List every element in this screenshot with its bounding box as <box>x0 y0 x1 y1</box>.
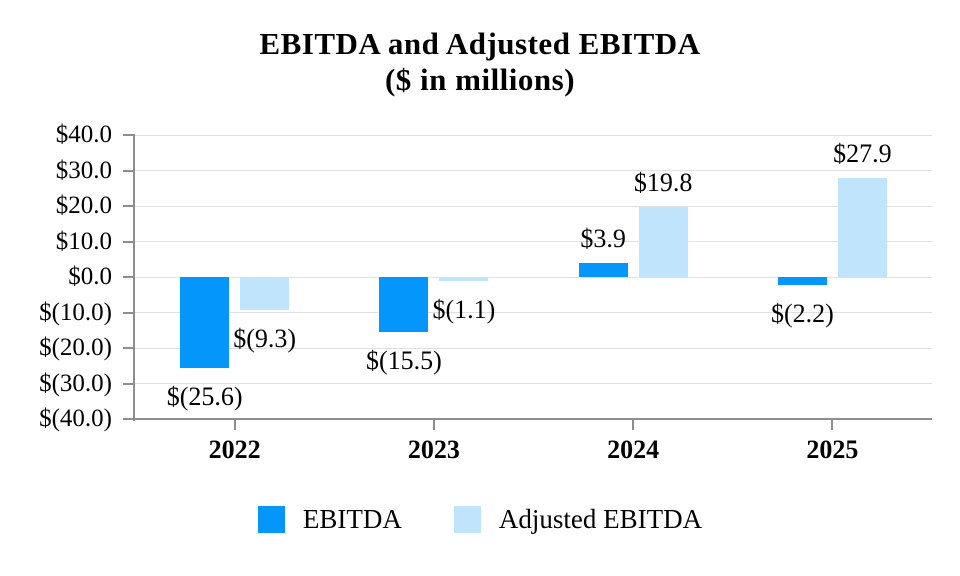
bar-value-label: $27.9 <box>833 138 892 168</box>
legend-item-adjusted-ebitda: Adjusted EBITDA <box>453 504 703 534</box>
y-tick-label: $(40.0) <box>39 405 112 432</box>
gridline <box>135 312 932 313</box>
bar-adjusted-ebitda-2024 <box>638 206 688 277</box>
bar-value-label: $19.8 <box>633 167 693 197</box>
y-tick-label: $20.0 <box>55 192 112 219</box>
y-tick-label: $10.0 <box>55 227 112 255</box>
bar-ebitda-2022 <box>180 277 230 368</box>
x-axis-tick <box>632 419 635 430</box>
legend-item-ebitda: EBITDA <box>257 504 402 534</box>
legend-label-adjusted-ebitda: Adjusted EBITDA <box>498 504 703 534</box>
legend-label-ebitda: EBITDA <box>302 504 402 534</box>
chart-title: EBITDA and Adjusted EBITDA <box>259 26 701 61</box>
bar-adjusted-ebitda-2022 <box>240 277 290 310</box>
gridline <box>135 276 932 278</box>
y-axis-tick <box>123 347 135 349</box>
bar-ebitda-2025 <box>777 277 827 285</box>
bar-value-label: $(2.2) <box>770 298 834 328</box>
legend: EBITDA Adjusted EBITDA <box>0 503 960 535</box>
x-axis-label-2024: 2024 <box>607 435 660 464</box>
x-axis-tick <box>233 419 236 430</box>
x-axis-label-2023: 2023 <box>407 435 460 464</box>
y-axis-tick <box>123 418 135 420</box>
bar-adjusted-ebitda-2025 <box>837 177 887 277</box>
y-axis-tick <box>123 240 135 243</box>
y-tick-label: $0.0 <box>68 263 112 290</box>
y-axis-tick <box>123 134 135 136</box>
bar-ebitda-2024 <box>578 263 628 277</box>
gridline <box>135 241 932 242</box>
bar-value-label: $3.9 <box>580 224 626 254</box>
bar-value-label: $(9.3) <box>233 324 297 353</box>
y-tick-label: $(30.0) <box>39 369 112 397</box>
y-axis-line <box>133 135 135 421</box>
x-axis-label-2025: 2025 <box>806 435 859 464</box>
bar-value-label: $(15.5) <box>365 346 442 376</box>
gridline <box>135 170 932 171</box>
gridline <box>135 134 932 136</box>
y-tick-label: $(10.0) <box>39 298 112 326</box>
legend-swatch-ebitda <box>257 505 285 533</box>
y-tick-label: $30.0 <box>55 156 112 184</box>
x-axis-line <box>133 418 932 420</box>
gridline <box>135 383 932 384</box>
bar-adjusted-ebitda-2023 <box>439 277 489 281</box>
y-axis-tick <box>123 382 135 385</box>
chart-subtitle: ($ in millions) <box>384 62 576 97</box>
y-tick-label: $40.0 <box>55 121 112 148</box>
bar-value-label: $(1.1) <box>432 294 496 324</box>
legend-swatch-adjusted-ebitda <box>453 505 481 533</box>
y-axis-tick <box>123 205 135 207</box>
y-axis-tick <box>123 169 135 172</box>
y-tick-label: $(20.0) <box>39 334 112 361</box>
y-axis-tick <box>123 311 135 314</box>
bar-value-label: $(25.6) <box>166 381 243 411</box>
x-axis-tick <box>432 419 435 430</box>
gridline <box>135 205 932 207</box>
y-axis-tick <box>123 276 135 278</box>
gridline <box>135 347 932 349</box>
x-axis-label-2022: 2022 <box>208 435 261 464</box>
x-axis-tick <box>831 419 834 430</box>
bar-ebitda-2023 <box>379 277 429 333</box>
chart-title-block: EBITDA and Adjusted EBITDA ($ in million… <box>0 26 960 98</box>
